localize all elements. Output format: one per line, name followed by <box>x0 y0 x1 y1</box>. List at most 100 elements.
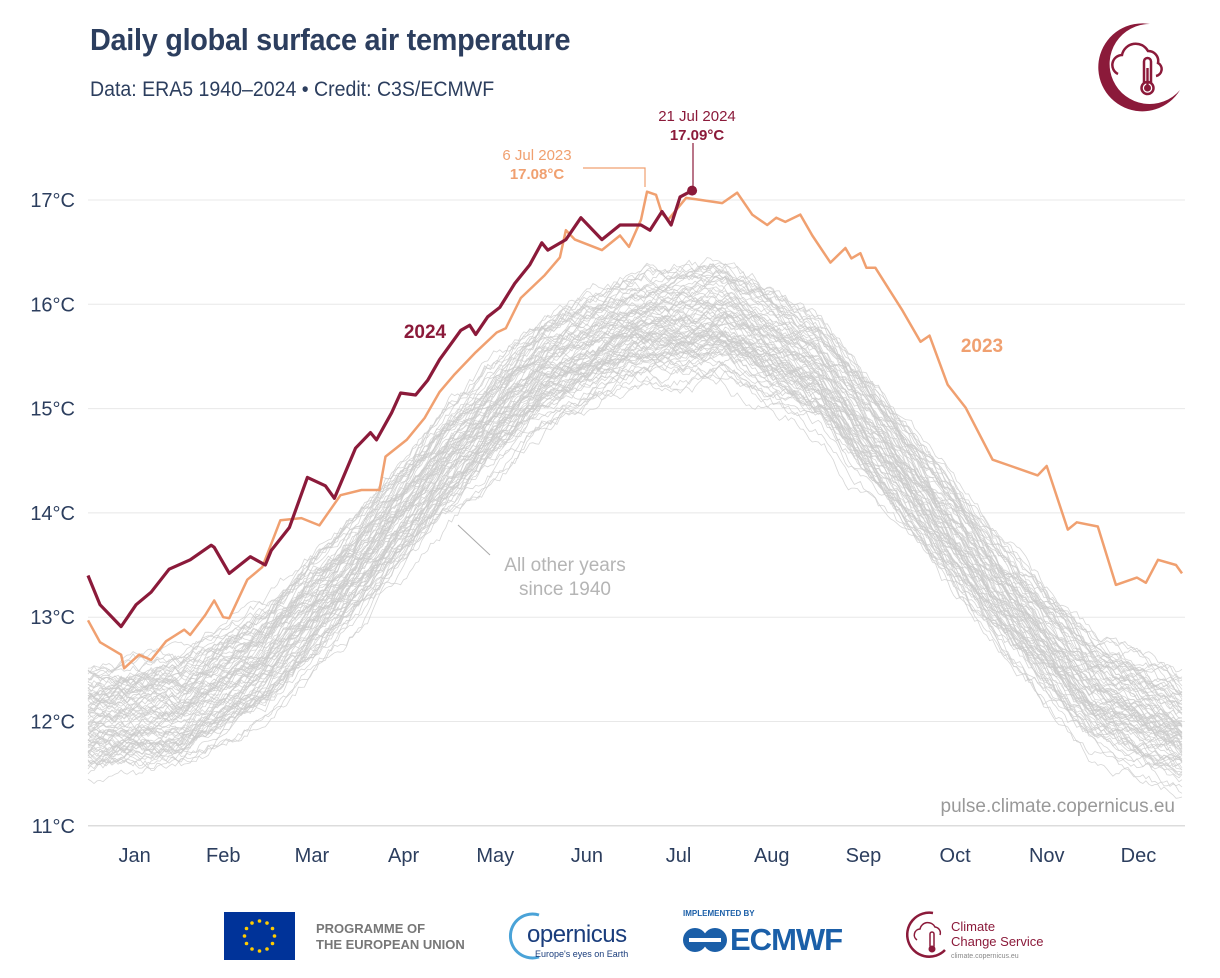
other-year-line <box>87 312 1183 723</box>
other-year-line <box>87 257 1183 680</box>
other-year-line <box>87 352 1183 766</box>
annotation-2024-value: 17.09°C <box>670 127 725 144</box>
eu-programme-text-2: THE EUROPEAN UNION <box>316 937 465 952</box>
other-year-line <box>87 323 1183 755</box>
other-years-leader <box>457 524 491 556</box>
other-year-line <box>87 333 1183 748</box>
series-line-2024 <box>86 189 693 629</box>
copernicus-logo-icon <box>508 912 540 960</box>
y-tick-label: 15°C <box>30 399 75 421</box>
annotation-2023-leader <box>583 167 646 187</box>
ecmwf-logo-icon <box>683 928 727 952</box>
other-year-line <box>87 361 1183 794</box>
annotation-2023-value: 17.08°C <box>510 166 565 183</box>
series-label-2024: 2024 <box>404 322 447 343</box>
c3s-text-2: Change Service <box>951 934 1044 949</box>
x-tick-label: Nov <box>1029 845 1065 867</box>
eu-star <box>244 926 249 931</box>
chart-title: Daily global surface air temperature <box>90 22 571 57</box>
series-label-2023: 2023 <box>961 336 1003 357</box>
eu-star <box>244 941 249 946</box>
x-tick-label: Jun <box>571 845 603 867</box>
other-year-line <box>87 336 1183 748</box>
x-tick-label: Feb <box>206 845 240 867</box>
eu-star <box>265 947 269 951</box>
other-year-line <box>87 337 1183 752</box>
watermark-url: pulse.climate.copernicus.eu <box>941 796 1175 817</box>
x-tick-label: Jan <box>118 845 150 867</box>
other-year-line <box>87 338 1183 762</box>
ecmwf-implemented-by: IMPLEMENTED BY <box>683 909 755 918</box>
other-year-line <box>87 328 1183 750</box>
other-year-line <box>87 339 1183 755</box>
x-tick-label: Oct <box>940 845 972 867</box>
eu-star <box>257 949 262 953</box>
x-tick-label: Aug <box>754 845 790 867</box>
temperature-chart: 11°C 12°C 13°C 14°C 15°C 16°C 17°C Jan Feb Mar Ap… <box>30 108 1185 867</box>
other-year-line <box>87 276 1183 686</box>
y-tick-label: 11°C <box>32 816 75 838</box>
eu-star <box>250 947 254 951</box>
eu-star <box>265 921 269 925</box>
other-year-line <box>87 310 1183 730</box>
other-year-line <box>87 353 1183 779</box>
x-tick-label: Sep <box>846 845 882 867</box>
annotation-2023-date: 6 Jul 2023 <box>502 147 571 164</box>
y-tick-label: 16°C <box>30 294 75 316</box>
eu-star <box>242 934 247 938</box>
other-year-line <box>87 274 1183 700</box>
other-year-line <box>87 329 1183 750</box>
c3s-text-1: Climate <box>951 919 996 934</box>
chart-subtitle: Data: ERA5 1940–2024 • Credit: C3S/ECMWF <box>90 78 495 101</box>
copernicus-tagline: Europe's eyes on Earth <box>535 949 629 959</box>
eu-star <box>257 919 262 923</box>
other-year-line <box>87 366 1183 783</box>
x-tick-label: Apr <box>388 845 419 867</box>
annotation-2024-date: 21 Jul 2024 <box>658 108 736 125</box>
other-years-label-2: since 1940 <box>519 579 611 600</box>
c3s-logo-icon <box>1098 23 1180 112</box>
other-year-line <box>87 264 1183 694</box>
other-year-line <box>87 341 1183 767</box>
other-year-line <box>87 324 1183 742</box>
x-tick-label: Mar <box>295 845 330 867</box>
eu-programme-text-1: PROGRAMME OF <box>316 921 426 936</box>
other-year-line <box>87 312 1183 725</box>
y-tick-label: 17°C <box>30 190 75 212</box>
ecmwf-name: ECMWF <box>730 922 843 957</box>
y-tick-label: 12°C <box>30 712 75 734</box>
x-tick-label: Dec <box>1121 845 1157 867</box>
other-years-label-1: All other years <box>504 555 625 576</box>
other-year-line <box>87 315 1183 734</box>
other-year-line <box>87 326 1183 763</box>
eu-flag-icon <box>224 912 295 960</box>
eu-star <box>270 941 275 946</box>
other-year-line <box>87 294 1183 706</box>
other-year-line <box>87 304 1183 718</box>
footer-logos: PROGRAMME OF THE EUROPEAN UNION opernicu… <box>0 905 1220 965</box>
series-line-2023 <box>86 190 1184 670</box>
other-year-line <box>87 265 1183 704</box>
eu-star <box>270 926 275 931</box>
other-year-line <box>87 317 1183 736</box>
eu-star <box>272 934 277 938</box>
other-year-line <box>88 337 1183 770</box>
other-year-line <box>87 259 1183 677</box>
x-tick-label: May <box>476 845 514 867</box>
y-tick-label: 13°C <box>30 607 75 629</box>
other-year-line <box>87 370 1183 799</box>
other-year-line <box>87 348 1183 773</box>
annotation-2024-marker <box>687 185 698 196</box>
c3s-url: climate.copernicus.eu <box>951 953 1019 960</box>
other-year-line <box>87 282 1183 698</box>
c3s-footer-logo-icon <box>905 911 946 958</box>
other-year-line <box>87 327 1183 752</box>
y-tick-label: 14°C <box>30 503 75 525</box>
other-year-line <box>87 287 1183 721</box>
other-year-line <box>87 300 1183 726</box>
eu-star <box>250 921 254 925</box>
other-year-line <box>87 305 1183 727</box>
other-year-line <box>87 352 1183 776</box>
copernicus-name: opernicus <box>527 921 627 948</box>
other-year-line <box>87 287 1183 708</box>
